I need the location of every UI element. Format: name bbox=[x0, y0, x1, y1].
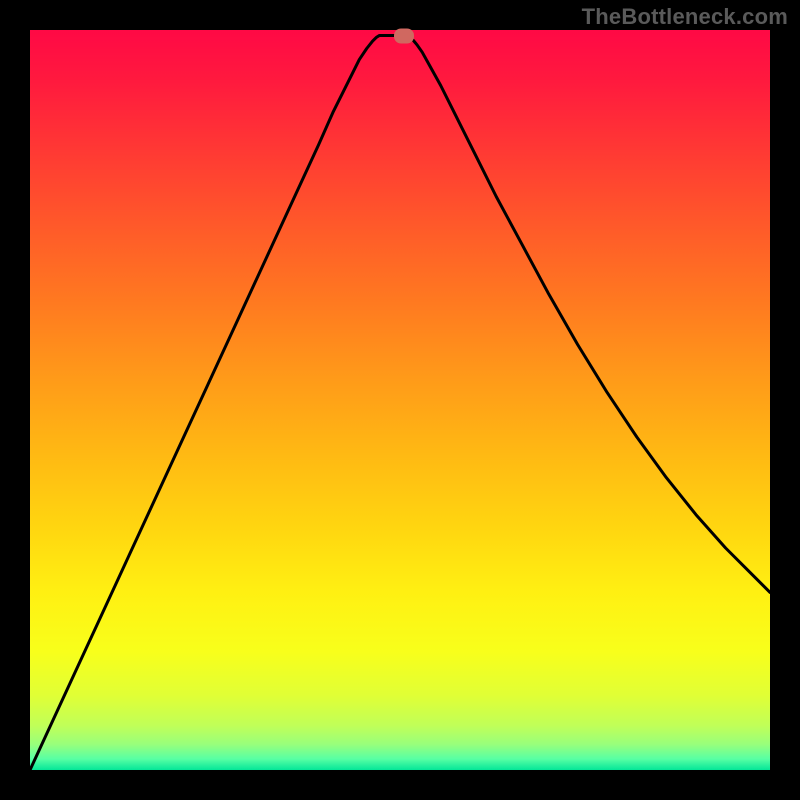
optimum-marker bbox=[394, 28, 414, 43]
curve-layer bbox=[30, 30, 770, 770]
gradient-background bbox=[30, 30, 770, 770]
plot-frame bbox=[30, 30, 770, 770]
watermark-text: TheBottleneck.com bbox=[582, 4, 788, 30]
plot-area bbox=[30, 30, 770, 770]
bottleneck-curve bbox=[30, 36, 770, 770]
chart-container: TheBottleneck.com bbox=[0, 0, 800, 800]
